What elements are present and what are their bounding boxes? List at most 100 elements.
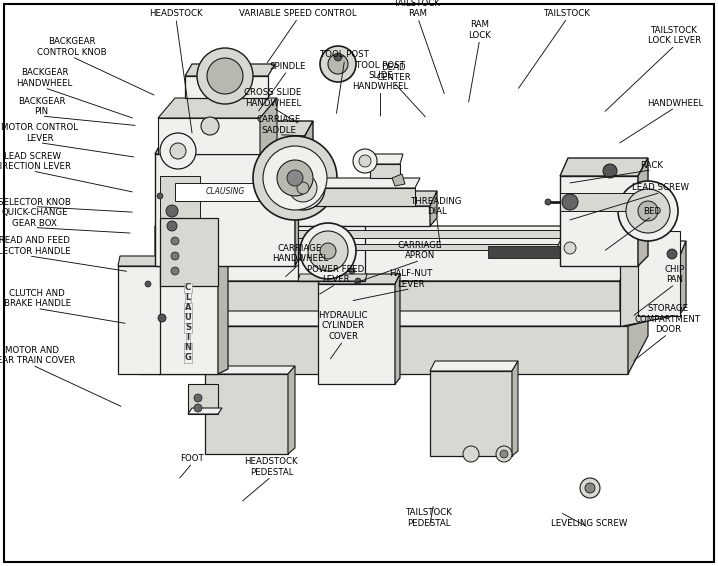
Circle shape <box>166 205 178 217</box>
Polygon shape <box>118 256 162 266</box>
Text: TOOL POST: TOOL POST <box>320 50 369 59</box>
Circle shape <box>328 54 348 74</box>
Text: CARRIAGE
SADDLE: CARRIAGE SADDLE <box>256 115 301 135</box>
Text: A: A <box>185 303 191 312</box>
Text: SPINDLE: SPINDLE <box>269 62 305 71</box>
Polygon shape <box>155 226 640 281</box>
Text: RAM
LOCK: RAM LOCK <box>468 20 491 40</box>
Polygon shape <box>315 178 420 188</box>
Polygon shape <box>260 98 277 186</box>
Bar <box>160 218 218 286</box>
Circle shape <box>158 314 166 322</box>
Text: BACKGEAR
PIN: BACKGEAR PIN <box>18 97 65 116</box>
Polygon shape <box>620 241 686 256</box>
Text: STORAGE
COMPARTMENT
DOOR: STORAGE COMPARTMENT DOOR <box>635 304 701 334</box>
Circle shape <box>463 446 479 462</box>
Bar <box>160 176 200 256</box>
Text: THREADING
DIAL: THREADING DIAL <box>411 197 462 216</box>
Circle shape <box>170 143 186 159</box>
Circle shape <box>320 46 356 82</box>
Polygon shape <box>392 174 405 186</box>
Text: FOOT: FOOT <box>180 454 205 463</box>
Polygon shape <box>158 98 277 118</box>
Text: DEAD
CENTER: DEAD CENTER <box>376 63 411 82</box>
Circle shape <box>160 133 196 169</box>
Polygon shape <box>512 361 518 456</box>
Text: CARRIAGE
APRON: CARRIAGE APRON <box>398 241 442 260</box>
Polygon shape <box>620 226 640 326</box>
Polygon shape <box>315 188 415 206</box>
Text: HYDRAULIC
CYLINDER
COVER: HYDRAULIC CYLINDER COVER <box>319 311 368 341</box>
Polygon shape <box>430 361 518 371</box>
Polygon shape <box>298 191 437 206</box>
Text: L: L <box>185 294 190 302</box>
Polygon shape <box>155 281 620 326</box>
Polygon shape <box>298 226 365 281</box>
Text: TAILSTOCK
LOCK LEVER: TAILSTOCK LOCK LEVER <box>648 26 701 45</box>
Polygon shape <box>205 366 295 374</box>
Polygon shape <box>298 274 367 281</box>
Text: SELECTOR KNOB: SELECTOR KNOB <box>0 198 71 207</box>
Text: U: U <box>185 314 192 323</box>
Circle shape <box>334 53 342 61</box>
Circle shape <box>353 149 377 173</box>
Polygon shape <box>155 121 313 154</box>
Circle shape <box>289 174 317 202</box>
Text: LEAD SCREW
DIRECTION LEVER: LEAD SCREW DIRECTION LEVER <box>0 152 71 171</box>
Polygon shape <box>318 274 400 284</box>
Circle shape <box>500 450 508 458</box>
Text: C: C <box>185 284 191 293</box>
Text: MOTOR CONTROL
LEVER: MOTOR CONTROL LEVER <box>1 123 78 143</box>
Polygon shape <box>288 366 295 454</box>
Text: TAILSTOCK: TAILSTOCK <box>544 9 591 18</box>
Circle shape <box>667 249 677 259</box>
Text: TAILSTOCK
PEDESTAL: TAILSTOCK PEDESTAL <box>406 508 453 528</box>
Text: HEADSTOCK: HEADSTOCK <box>149 9 202 18</box>
Circle shape <box>253 136 337 220</box>
Text: TOOL POST
SLIDE
HANDWHEEL: TOOL POST SLIDE HANDWHEEL <box>353 61 409 91</box>
Polygon shape <box>560 176 638 266</box>
Circle shape <box>171 252 179 260</box>
Polygon shape <box>560 158 648 176</box>
Text: THREAD AND FEED
SELECTOR HANDLE: THREAD AND FEED SELECTOR HANDLE <box>0 237 70 256</box>
Text: VARIABLE SPEED CONTROL: VARIABLE SPEED CONTROL <box>239 9 357 18</box>
Circle shape <box>496 446 512 462</box>
Bar <box>560 193 638 211</box>
Text: CROSS SLIDE
HANDWHEEL: CROSS SLIDE HANDWHEEL <box>244 88 302 108</box>
Text: BACKGEAR
HANDWHEEL: BACKGEAR HANDWHEEL <box>17 68 73 88</box>
Polygon shape <box>218 261 228 374</box>
Circle shape <box>580 478 600 498</box>
Circle shape <box>263 146 327 210</box>
Polygon shape <box>318 284 395 384</box>
Polygon shape <box>205 374 288 454</box>
Circle shape <box>157 193 163 199</box>
Polygon shape <box>295 121 313 266</box>
Text: CLAUSING: CLAUSING <box>205 187 245 196</box>
Polygon shape <box>680 241 686 314</box>
Circle shape <box>564 242 576 254</box>
Circle shape <box>194 394 202 402</box>
Circle shape <box>300 223 356 279</box>
Circle shape <box>308 231 348 271</box>
Polygon shape <box>185 76 268 98</box>
Circle shape <box>359 155 371 167</box>
Circle shape <box>545 199 551 205</box>
Circle shape <box>171 237 179 245</box>
Circle shape <box>349 268 355 274</box>
Text: LEAD SCREW: LEAD SCREW <box>632 183 689 192</box>
Bar <box>298 244 620 250</box>
Circle shape <box>603 164 617 178</box>
Polygon shape <box>430 191 437 226</box>
Text: RACK: RACK <box>640 161 663 170</box>
Text: G: G <box>185 354 192 362</box>
Polygon shape <box>370 154 403 164</box>
Circle shape <box>281 166 325 210</box>
Circle shape <box>558 236 582 260</box>
Text: POWER FEED
LEVER: POWER FEED LEVER <box>307 265 365 284</box>
Circle shape <box>355 278 361 284</box>
Circle shape <box>320 243 336 259</box>
Text: TAILSTOCK
RAM: TAILSTOCK RAM <box>394 0 442 18</box>
Text: N: N <box>185 344 192 353</box>
Polygon shape <box>138 326 628 374</box>
Circle shape <box>207 58 243 94</box>
